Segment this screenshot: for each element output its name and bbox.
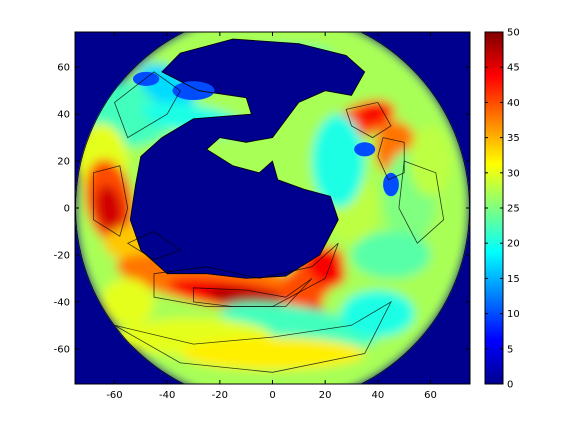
y-tick-label: 0 (64, 204, 70, 215)
y-tick-label: 40 (57, 110, 70, 121)
x-tick-label: -40 (159, 390, 175, 401)
field-blob (220, 302, 377, 349)
colorbar-tick-label: 5 (507, 344, 513, 355)
field-blob (409, 125, 452, 197)
low-value-patch (383, 172, 399, 197)
field-blob (312, 114, 365, 208)
low-value-patch (172, 81, 215, 101)
x-tick-label: 0 (269, 390, 275, 401)
x-tick-label: 40 (371, 390, 384, 401)
y-tick-label: -60 (54, 344, 70, 355)
colorbar-tick-label: 40 (507, 98, 520, 109)
field-blob (340, 290, 415, 338)
colorbar-tick-label: 10 (507, 309, 520, 320)
colorbar-tick-label: 30 (507, 168, 520, 179)
colorbar-axis: 0 5 10 15 20 25 30 35 40 45 50 (485, 28, 520, 391)
contour-line (114, 71, 181, 139)
x-tick-label: -20 (212, 390, 228, 401)
field-blob (180, 337, 365, 370)
field-blob (95, 184, 123, 232)
low-value-patch (132, 71, 160, 86)
field-blob (351, 231, 431, 279)
contour-line (93, 165, 129, 237)
field-blob (357, 103, 388, 125)
contour-line (193, 278, 313, 308)
colorbar-tick-label: 0 (507, 380, 513, 391)
colorbar-tick-label: 45 (507, 63, 520, 74)
contour-line (114, 300, 392, 373)
colorbar-tick-label: 15 (507, 274, 520, 285)
x-tick-label: -60 (106, 390, 122, 401)
contour-line (153, 242, 339, 308)
field-blob (101, 278, 154, 326)
colorbar-tick-label: 25 (507, 204, 520, 215)
low-value-patch (354, 142, 376, 157)
contour-line (126, 231, 182, 261)
colorbar-tick-label: 20 (507, 239, 520, 250)
x-tick-label: 60 (424, 390, 437, 401)
heatmap-field (75, 32, 470, 384)
contour-line (377, 137, 405, 181)
contour-line (398, 160, 445, 244)
contour-line (345, 101, 392, 139)
x-axis: -60 -40 -20 0 20 40 60 (106, 32, 437, 401)
y-tick-label: 20 (57, 157, 70, 168)
y-axis: 60 40 20 0 -20 -40 -60 (54, 63, 470, 355)
x-tick-label: 20 (319, 390, 332, 401)
y-tick-label: -40 (54, 297, 70, 308)
colorbar-tick-label: 50 (507, 28, 520, 39)
y-tick-label: -20 (54, 250, 70, 261)
colorbar-tick-label: 35 (507, 133, 520, 144)
landmass-outline (129, 38, 366, 279)
y-tick-label: 60 (57, 63, 70, 74)
